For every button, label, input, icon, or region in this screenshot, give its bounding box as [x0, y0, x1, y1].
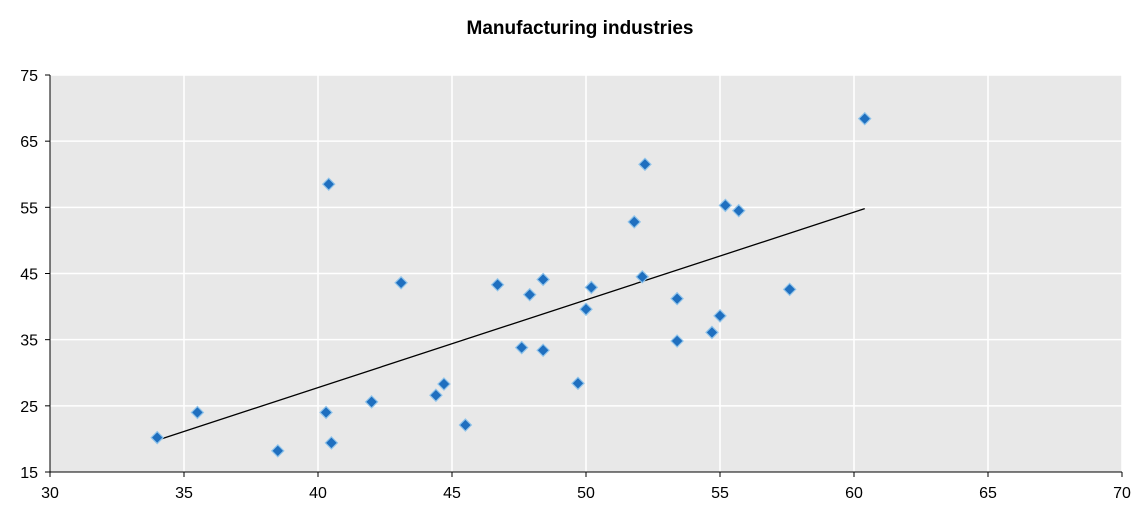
- data-point: [324, 436, 339, 450]
- data-point: [635, 269, 650, 284]
- x-tick-label: 70: [1113, 485, 1131, 502]
- data-point: [429, 388, 443, 403]
- data-point: [364, 395, 379, 409]
- data-point: [490, 277, 505, 292]
- x-tick-label: 35: [175, 485, 193, 502]
- data-point: [705, 325, 719, 340]
- trendline: [156, 208, 865, 441]
- x-tick-label: 40: [309, 485, 327, 502]
- x-axis-ticks: 30 35 40 45 50 55 60 65 70: [41, 472, 1131, 502]
- data-points: [150, 111, 872, 458]
- x-tick-label: 55: [711, 485, 729, 502]
- y-tick-label: 45: [20, 267, 38, 284]
- data-point: [718, 198, 733, 213]
- data-point: [394, 275, 408, 290]
- x-tick-label: 45: [443, 485, 461, 502]
- data-point: [857, 111, 872, 126]
- horizontal-gridlines: [50, 74, 1122, 407]
- data-point: [579, 302, 593, 317]
- data-point: [190, 405, 205, 420]
- data-point: [514, 340, 529, 355]
- data-point: [536, 272, 550, 287]
- data-point: [150, 430, 165, 445]
- data-point: [584, 280, 599, 295]
- data-point: [321, 177, 336, 192]
- data-point: [536, 343, 550, 358]
- y-tick-label: 65: [20, 134, 38, 151]
- data-point: [437, 377, 451, 391]
- x-tick-label: 60: [845, 485, 863, 502]
- y-axis-ticks: 15 25 35 45 55 65 75: [20, 68, 50, 482]
- data-point: [319, 405, 333, 420]
- data-point: [731, 203, 746, 218]
- data-point: [270, 443, 285, 458]
- y-tick-label: 35: [20, 333, 38, 350]
- x-tick-label: 30: [41, 485, 59, 502]
- data-point: [670, 334, 684, 348]
- data-point: [571, 376, 585, 391]
- y-tick-label: 25: [20, 399, 38, 416]
- data-point: [638, 157, 652, 172]
- x-tick-label: 65: [979, 485, 997, 502]
- y-tick-label: 55: [20, 200, 38, 217]
- data-point: [782, 282, 797, 297]
- data-point: [458, 418, 473, 432]
- data-point: [522, 287, 537, 302]
- y-tick-label: 75: [20, 68, 38, 85]
- data-point: [627, 215, 642, 229]
- chart-title: Manufacturing industries: [466, 18, 694, 39]
- x-tick-label: 50: [577, 485, 595, 502]
- y-tick-label: 15: [20, 465, 38, 482]
- data-point: [670, 291, 684, 306]
- data-point: [713, 308, 727, 323]
